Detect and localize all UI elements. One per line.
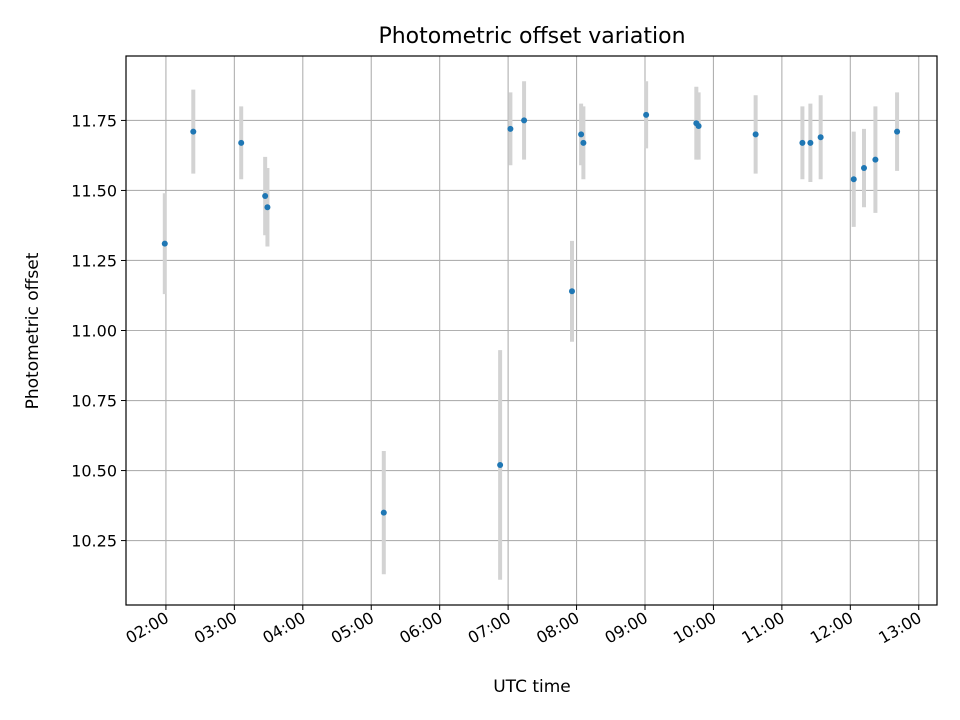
- y-tick-label: 11.50: [71, 181, 117, 200]
- y-axis-label: Photometric offset: [23, 252, 43, 409]
- data-point: [578, 131, 585, 138]
- data-point: [752, 131, 759, 138]
- y-tick-label: 11.00: [71, 322, 117, 341]
- chart-title: Photometric offset variation: [378, 24, 685, 49]
- data-point: [643, 111, 650, 118]
- data-point: [264, 204, 271, 211]
- data-point: [497, 461, 504, 468]
- data-point: [580, 139, 587, 146]
- y-tick-label: 10.25: [71, 532, 117, 551]
- x-axis-label: UTC time: [493, 677, 571, 697]
- data-point: [860, 165, 867, 172]
- data-point: [380, 509, 387, 516]
- data-point: [817, 134, 824, 141]
- grid: [126, 56, 937, 605]
- y-tick-label: 10.50: [71, 462, 117, 481]
- data-point: [238, 139, 245, 146]
- data-point: [521, 117, 528, 124]
- data-point: [695, 123, 702, 130]
- data-point: [568, 288, 575, 295]
- y-tick-label: 11.25: [71, 251, 117, 270]
- data-points: [161, 111, 901, 516]
- data-point: [894, 128, 901, 135]
- data-point: [872, 156, 879, 163]
- data-point: [507, 125, 514, 132]
- data-point: [799, 139, 806, 146]
- data-point: [262, 193, 269, 200]
- plot-frame: [125, 55, 938, 606]
- data-point: [190, 128, 197, 135]
- y-tick-label: 10.75: [71, 392, 117, 411]
- data-point: [807, 139, 814, 146]
- data-point: [161, 240, 168, 247]
- data-point: [850, 176, 857, 183]
- y-tick-label: 11.75: [71, 111, 117, 130]
